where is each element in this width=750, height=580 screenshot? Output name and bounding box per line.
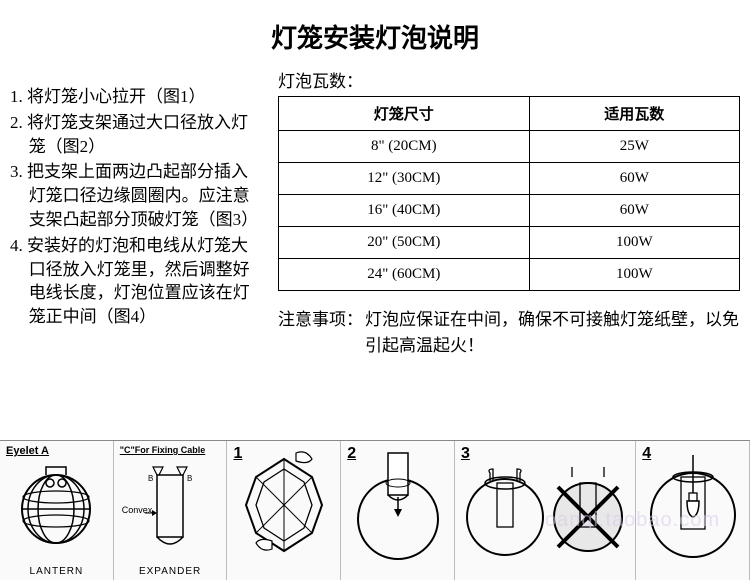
diagram-step-4: 4: [636, 441, 750, 580]
cell-watt: 100W: [529, 259, 739, 291]
convex-label: Convex: [122, 505, 153, 515]
instructions-column: 1. 将灯笼小心拉开（图1） 2. 将灯笼支架通过大口径放入灯笼（图2） 3. …: [10, 67, 270, 358]
note-label: 注意事项：: [278, 307, 363, 358]
step-number-3: 3: [461, 445, 470, 463]
table-row: 20" (50CM) 100W: [279, 227, 740, 259]
svg-text:B: B: [148, 474, 153, 483]
wattage-table: 灯笼尺寸 适用瓦数 8" (20CM) 25W 12" (30CM) 60W 1…: [278, 96, 740, 291]
cell-size: 24" (60CM): [279, 259, 530, 291]
step-item: 1. 将灯笼小心拉开（图1）: [10, 85, 262, 109]
step-number-4: 4: [642, 445, 651, 463]
note-text: 灯泡应保证在中间，确保不可接触灯笼纸壁，以免引起高温起火！: [363, 307, 740, 358]
diagram-lantern: Eyelet A LANTERN: [0, 441, 114, 580]
svg-text:B: B: [187, 474, 192, 483]
cell-watt: 25W: [529, 131, 739, 163]
diagram-step-2: 2: [341, 441, 455, 580]
step-number-2: 2: [347, 445, 356, 463]
col-size: 灯笼尺寸: [279, 97, 530, 131]
table-row: 8" (20CM) 25W: [279, 131, 740, 163]
cell-size: 16" (40CM): [279, 195, 530, 227]
table-row: 16" (40CM) 60W: [279, 195, 740, 227]
expander-bottom-label: EXPANDER: [114, 566, 227, 577]
col-watt: 适用瓦数: [529, 97, 739, 131]
cell-watt: 100W: [529, 227, 739, 259]
lantern-bottom-label: LANTERN: [0, 566, 113, 577]
cell-size: 20" (50CM): [279, 227, 530, 259]
content-row: 1. 将灯笼小心拉开（图1） 2. 将灯笼支架通过大口径放入灯笼（图2） 3. …: [0, 67, 750, 358]
cell-watt: 60W: [529, 195, 739, 227]
cell-size: 8" (20CM): [279, 131, 530, 163]
note-block: 注意事项： 灯泡应保证在中间，确保不可接触灯笼纸壁，以免引起高温起火！: [278, 307, 740, 358]
table-caption: 灯泡瓦数：: [278, 67, 740, 92]
diagram-step-1: 1: [227, 441, 341, 580]
steps-list: 1. 将灯笼小心拉开（图1） 2. 将灯笼支架通过大口径放入灯笼（图2） 3. …: [10, 85, 262, 329]
open-lantern-icon: [234, 447, 334, 557]
step-number-1: 1: [233, 445, 242, 463]
table-header-row: 灯笼尺寸 适用瓦数: [279, 97, 740, 131]
table-row: 12" (30CM) 60W: [279, 163, 740, 195]
diagram-step-3: 3: [455, 441, 636, 580]
table-row: 24" (60CM) 100W: [279, 259, 740, 291]
hook-edges-icon: [460, 447, 630, 567]
step-item: 4. 安装好的灯泡和电线从灯笼大口径放入灯笼里，然后调整好电线长度，灯泡位置应该…: [10, 234, 262, 329]
cell-size: 12" (30CM): [279, 163, 530, 195]
step-item: 2. 将灯笼支架通过大口径放入灯笼（图2）: [10, 111, 262, 159]
cell-watt: 60W: [529, 163, 739, 195]
bulb-inside-icon: [643, 447, 743, 567]
lantern-icon: [16, 459, 96, 549]
page-title: 灯笼安装灯泡说明: [0, 0, 750, 67]
fixing-cable-label: "C"For Fixing Cable: [120, 445, 206, 455]
table-column: 灯泡瓦数： 灯笼尺寸 适用瓦数 8" (20CM) 25W 12" (30CM)…: [270, 67, 740, 358]
step-item: 3. 把支架上面两边凸起部分插入灯笼口径边缘圆圈内。应注意支架凸起部分顶破灯笼（…: [10, 160, 262, 231]
diagram-strip: Eyelet A LANTERN "C"For Fixing Cable B B: [0, 440, 750, 580]
insert-expander-icon: [348, 447, 448, 567]
eyelet-label: Eyelet A: [6, 445, 49, 457]
diagram-expander: "C"For Fixing Cable B B Convex EXPANDER: [114, 441, 228, 580]
